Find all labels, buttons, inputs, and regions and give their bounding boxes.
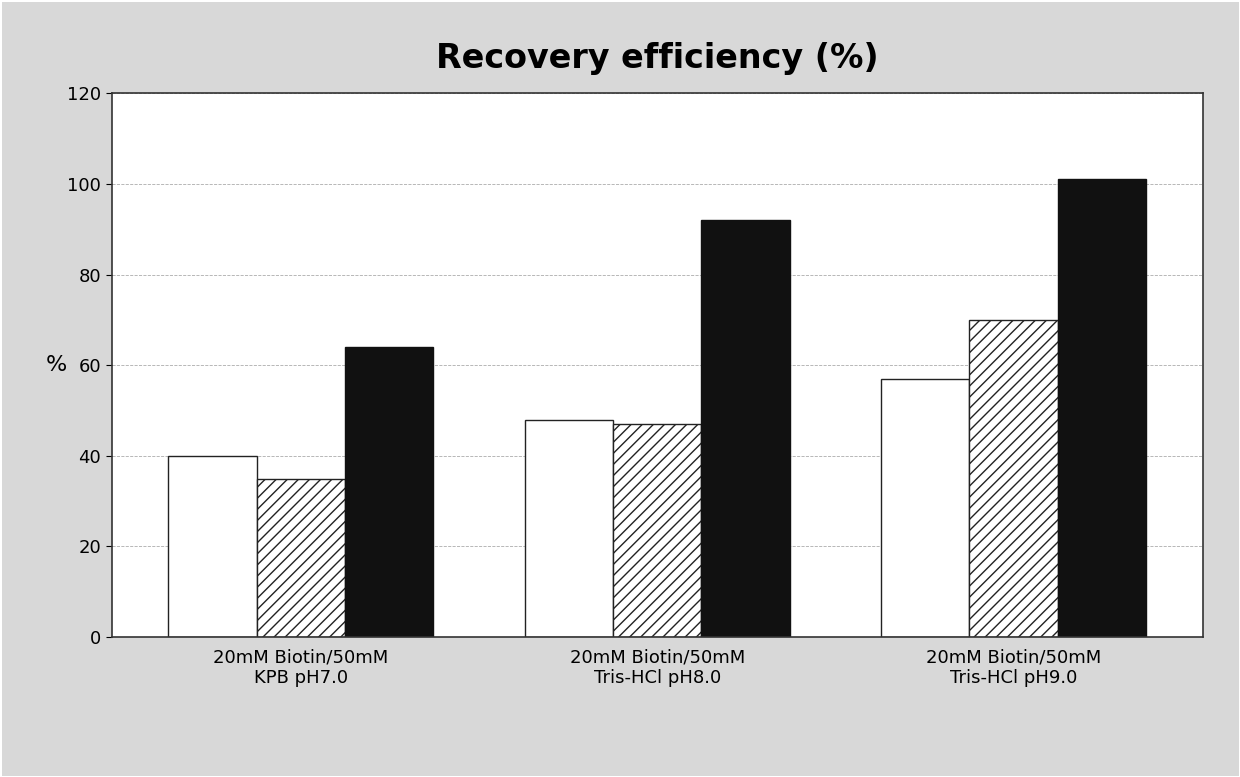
Bar xyxy=(169,456,257,637)
Bar xyxy=(345,347,433,637)
Title: Recovery efficiency (%): Recovery efficiency (%) xyxy=(436,42,878,75)
Bar xyxy=(257,479,345,637)
Bar xyxy=(1058,179,1146,637)
Bar xyxy=(970,320,1058,637)
Bar xyxy=(613,424,702,637)
Bar xyxy=(702,220,790,637)
Bar xyxy=(525,420,613,637)
Y-axis label: %: % xyxy=(46,355,67,375)
Bar xyxy=(882,379,970,637)
